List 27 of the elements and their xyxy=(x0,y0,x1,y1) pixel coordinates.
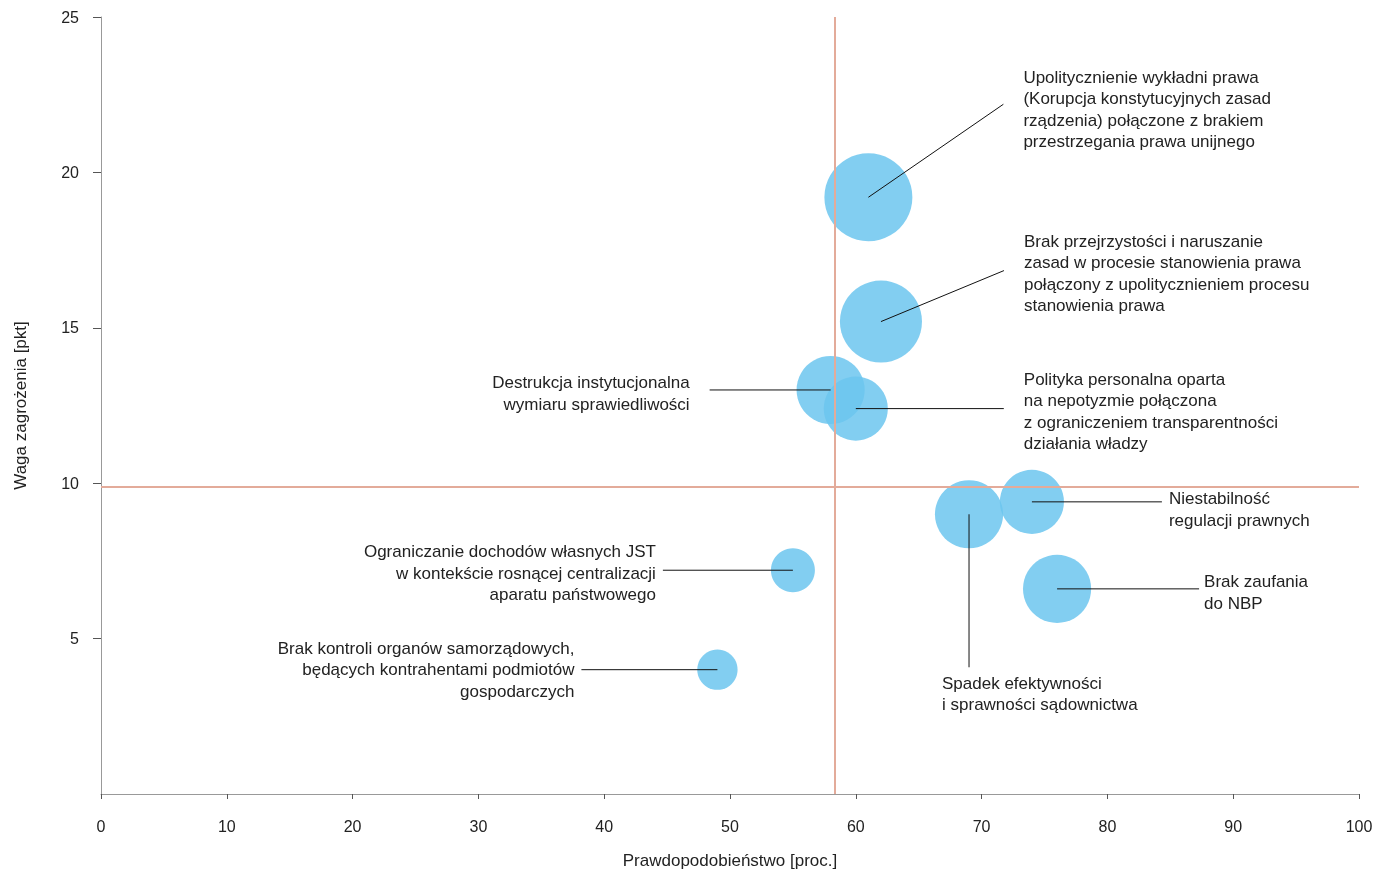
y-tick-label: 25 xyxy=(61,8,80,26)
annotation: Brak kontroli organów samorządowych, będących kontrahentami podmiotów gospodarczych xyxy=(277,638,576,701)
y-axis-title: Waga zagrożenia [pkt] xyxy=(11,321,30,490)
x-tick-label: 40 xyxy=(595,817,614,835)
annotation: Spadek efektywności i sprawności sądownictwa xyxy=(942,673,1139,715)
annotation: Brak zaufania do NBP xyxy=(1204,572,1309,613)
x-tick-label: 50 xyxy=(721,817,739,835)
annotation: Upolitycznienie wykładni prawa (Korupcja konstytucyjnych zasad rządzenia) połączone z brakiem przestrzegania prawa unijnego xyxy=(1023,67,1271,152)
annotation: Polityka personalna oparta na nepotyzmie połączona z ograniczeniem transparentności działania władzy xyxy=(1023,369,1278,454)
y-tick-label: 15 xyxy=(61,319,80,337)
y-tick-label: 10 xyxy=(61,474,80,492)
x-tick-label: 20 xyxy=(343,817,362,835)
x-tick-label: 10 xyxy=(217,817,236,835)
x-tick-label: 100 xyxy=(1345,817,1373,835)
y-tick-label: 20 xyxy=(61,163,80,181)
x-tick-label: 90 xyxy=(1224,817,1243,835)
x-tick-label: 70 xyxy=(972,817,991,835)
annotation: Niestabilność regulacji prawnych xyxy=(1168,489,1310,530)
y-tick-label: 5 xyxy=(70,630,80,648)
x-tick-label: 30 xyxy=(469,817,488,835)
x-tick-label: 80 xyxy=(1098,817,1117,835)
x-tick-label: 60 xyxy=(846,817,865,835)
annotation: Ograniczanie dochodów własnych JST w kontekście rosnącej centralizacji aparatu państwowego xyxy=(363,542,656,605)
annotation: Brak przejrzystości i naruszanie zasad w procesie stanowienia prawa połączony z upolitycznieniem procesu stanowienia prawa xyxy=(1023,231,1310,316)
x-axis-title: Prawdopodobieństwo [proc.] xyxy=(622,851,838,870)
annotation: Destrukcja instytucjonalna wymiaru sprawiedliwości xyxy=(492,373,691,414)
x-tick-label: 0 xyxy=(96,817,106,835)
